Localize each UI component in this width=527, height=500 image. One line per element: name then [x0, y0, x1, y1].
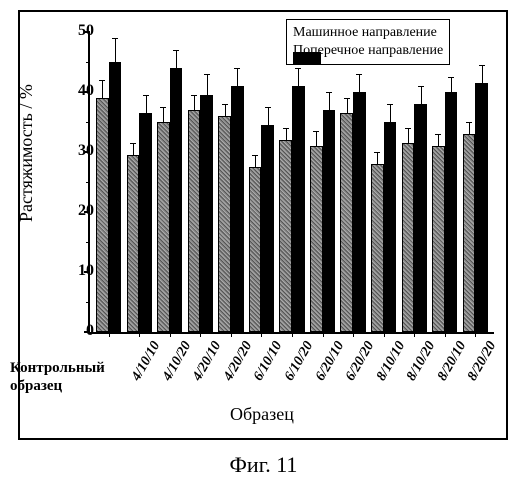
x-tick-5: 6/10/10 [251, 339, 286, 384]
bar-machine-4 [218, 116, 231, 332]
bar-machine-10 [402, 143, 415, 332]
bar-cross-6 [292, 86, 305, 332]
figure-caption: Фиг. 11 [0, 452, 527, 478]
bar-cross-0 [109, 62, 122, 332]
legend-item-machine: Машинное направление [293, 24, 443, 42]
legend: Машинное направление Поперечное направле… [286, 19, 450, 65]
bar-cross-4 [231, 86, 244, 332]
bar-machine-0 [96, 98, 109, 332]
bar-machine-7 [310, 146, 323, 332]
bar-cross-9 [384, 122, 397, 332]
bar-cross-3 [200, 95, 213, 332]
x-tick-8: 6/20/20 [343, 339, 378, 384]
legend-swatch-cross [293, 52, 321, 64]
legend-item-cross: Поперечное направление [293, 42, 443, 60]
bar-cross-11 [445, 92, 458, 332]
x-tick-2: 4/10/20 [160, 339, 195, 384]
bar-cross-5 [261, 125, 274, 332]
x-tick-11: 8/20/10 [435, 339, 470, 384]
y-tick-10: 10 [54, 262, 94, 280]
bar-cross-1 [139, 113, 152, 332]
y-tick-0: 0 [54, 322, 94, 340]
bar-cross-8 [353, 92, 366, 332]
bar-machine-11 [432, 146, 445, 332]
bar-machine-1 [127, 155, 140, 332]
bar-cross-7 [323, 110, 336, 332]
y-tick-20: 20 [54, 202, 94, 220]
bar-machine-9 [371, 164, 384, 332]
y-tick-40: 40 [54, 82, 94, 100]
bar-machine-3 [188, 110, 201, 332]
x-tick-3: 4/20/10 [190, 339, 225, 384]
legend-label-machine: Машинное направление [293, 24, 437, 42]
chart-frame: Растяжимость / % Машинное направление По… [18, 10, 508, 440]
x-tick-7: 6/20/10 [313, 339, 348, 384]
x-tick-control-2: образец [10, 378, 62, 395]
bar-cross-2 [170, 68, 183, 332]
x-tick-10: 8/10/20 [404, 339, 439, 384]
y-tick-30: 30 [54, 142, 94, 160]
y-axis-label: Растяжимость / % [16, 84, 37, 222]
bar-cross-10 [414, 104, 427, 332]
x-tick-control-1: Контрольный [10, 360, 105, 377]
y-tick-50: 50 [54, 22, 94, 40]
x-axis-label: Образец [230, 404, 294, 425]
x-tick-4: 4/20/20 [221, 339, 256, 384]
bar-machine-5 [249, 167, 262, 332]
x-tick-6: 6/10/20 [282, 339, 317, 384]
bar-machine-6 [279, 140, 292, 332]
bar-cross-12 [475, 83, 488, 332]
x-tick-12: 8/20/20 [465, 339, 500, 384]
plot-area [88, 32, 494, 334]
x-tick-1: 4/10/10 [129, 339, 164, 384]
bar-machine-12 [463, 134, 476, 332]
bar-machine-8 [340, 113, 353, 332]
x-tick-9: 8/10/10 [374, 339, 409, 384]
bar-machine-2 [157, 122, 170, 332]
